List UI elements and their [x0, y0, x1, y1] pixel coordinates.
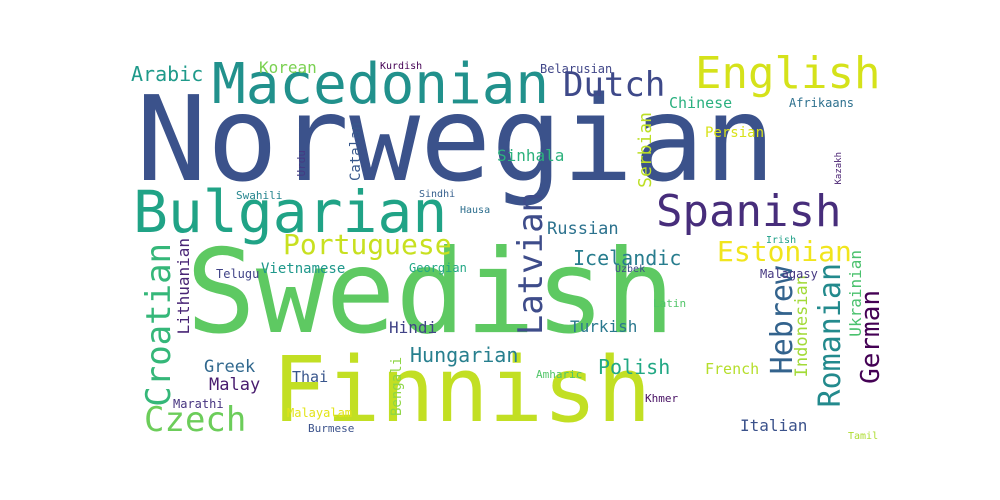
word-czech: Czech — [144, 400, 247, 440]
word-polish: Polish — [598, 355, 671, 379]
word-croatian: Croatian — [139, 242, 179, 407]
word-urdu: Urdu — [295, 149, 308, 177]
word-burmese: Burmese — [308, 422, 355, 435]
word-sindhi: Sindhi — [419, 189, 456, 200]
word-afrikaans: Afrikaans — [789, 96, 855, 110]
word-khmer: Khmer — [645, 392, 679, 405]
word-amharic: Amharic — [536, 368, 583, 381]
word-thai: Thai — [292, 368, 329, 386]
word-kurdish: Kurdish — [380, 61, 423, 72]
word-indonesian: Indonesian — [792, 274, 812, 378]
word-icelandic: Icelandic — [573, 246, 682, 270]
word-belarusian: Belarusian — [540, 62, 613, 76]
word-vietnamese: Vietnamese — [261, 261, 346, 277]
word-bulgarian: Bulgarian — [133, 178, 448, 246]
word-estonian: Estonian — [717, 235, 852, 268]
word-telugu: Telugu — [216, 267, 260, 281]
word-swahili: Swahili — [236, 189, 283, 202]
word-dutch: Dutch — [563, 65, 666, 105]
word-serbian: Serbian — [635, 111, 656, 188]
word-marathi: Marathi — [173, 397, 224, 411]
word-portuguese: Portuguese — [283, 228, 452, 261]
word-malagasy: Malagasy — [760, 267, 818, 281]
word-hausa: Hausa — [460, 205, 491, 216]
word-ukrainian: Ukrainian — [846, 249, 865, 337]
word-latvian: Latvian — [511, 191, 551, 336]
word-norwegian: Norwegian — [136, 70, 776, 208]
word-kazakh: Kazakh — [834, 151, 844, 185]
word-russian: Russian — [547, 219, 619, 239]
word-bengali: Bengali — [389, 356, 405, 416]
word-greek: Greek — [204, 357, 256, 377]
word-catalan: Catalan — [348, 121, 364, 181]
word-uzbek: Uzbek — [615, 264, 646, 275]
word-macedonian: Macedonian — [212, 52, 550, 117]
word-turkish: Turkish — [570, 317, 638, 336]
word-italian: Italian — [740, 416, 808, 435]
word-korean: Korean — [259, 58, 317, 77]
word-irish: Irish — [766, 235, 797, 246]
word-lithuanian: Lithuanian — [174, 237, 193, 335]
word-hindi: Hindi — [389, 318, 438, 337]
word-latin: Latin — [653, 297, 687, 310]
word-romanian: Romanian — [813, 262, 848, 408]
word-cloud: Norwegian Swedish Finnish Macedonian Bulgari… — [125, 50, 900, 450]
word-chinese: Chinese — [669, 94, 733, 112]
word-georgian: Georgian — [409, 261, 467, 275]
word-tamil: Tamil — [848, 431, 879, 442]
word-french: French — [705, 360, 760, 378]
word-hungarian: Hungarian — [410, 343, 519, 367]
word-swedish: Swedish — [186, 225, 675, 360]
word-malayalam: Malayalam — [287, 406, 353, 420]
word-spanish: Spanish — [656, 186, 842, 237]
word-finnish: Finnish — [272, 338, 652, 443]
word-english: English — [695, 50, 881, 99]
word-persian: Persian — [705, 125, 765, 141]
word-malay: Malay — [209, 375, 261, 395]
word-sinhala: Sinhala — [497, 146, 565, 165]
word-arabic: Arabic — [131, 62, 204, 86]
